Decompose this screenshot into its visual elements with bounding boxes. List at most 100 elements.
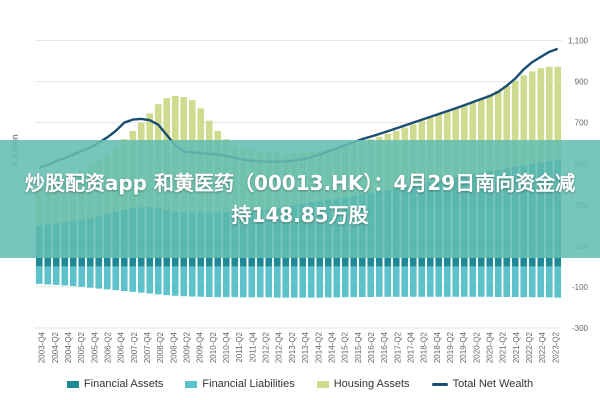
y-tick-label: 700 [575,119,589,128]
y-tick-label: -100 [572,283,589,292]
financial-liabilities-bar [435,266,443,297]
financial-liabilities-bar [401,266,409,297]
x-tick-label: 2007-Q4 [143,331,152,363]
financial-liabilities-bar [171,266,179,296]
y-tick-label: -300 [572,324,589,333]
financial-liabilities-bar [214,266,222,298]
financial-liabilities-bar [316,266,324,298]
financial-liabilities-bar [290,266,298,298]
financial-liabilities-bar [418,266,426,297]
financial-liabilities-bar [426,266,434,297]
x-tick-label: 2013-Q4 [301,331,310,363]
x-tick-label: 2008-Q2 [156,331,165,363]
financial-liabilities-bar [545,266,553,298]
financial-liabilities-bar [528,266,536,298]
x-tick-label: 2009-Q2 [183,331,192,363]
financial-liabilities-bar [231,266,239,298]
chart-legend: Financial Assets Financial Liabilities H… [0,372,600,396]
legend-label-financial-assets: Financial Assets [83,378,164,390]
financial-liabilities-bar [120,266,128,292]
x-tick-label: 2021-Q2 [499,331,508,363]
x-tick-label: 2017-Q4 [406,331,415,363]
legend-label-housing-assets: Housing Assets [333,378,410,390]
x-tick-label: 2015-Q4 [354,331,363,363]
financial-liabilities-bar [256,266,264,298]
x-tick-label: 2005-Q2 [77,331,86,363]
x-tick-label: 2007-Q2 [130,331,139,363]
financial-liabilities-bar [95,266,103,289]
financial-liabilities-bar [112,266,120,291]
financial-liabilities-bar [188,266,196,297]
financial-liabilities-bar [197,266,205,297]
financial-liabilities-bar [61,266,69,286]
x-tick-label: 2005-Q4 [90,331,99,363]
financial-liabilities-bar [299,266,307,298]
financial-liabilities-bar [78,266,86,287]
x-tick-label: 2017-Q2 [393,331,402,363]
financial-liabilities-bar [103,266,111,290]
legend-swatch-financial-liabilities [185,380,198,388]
legend-item-housing-assets: Housing Assets [316,378,410,390]
financial-liabilities-bar [469,266,477,297]
financial-liabilities-bar [154,266,162,295]
y-tick-label: 1,100 [568,37,589,46]
x-tick-label: 2018-Q2 [420,331,429,363]
x-tick-label: 2020-Q2 [472,331,481,363]
financial-liabilities-bar [375,266,383,297]
financial-liabilities-bar [180,266,188,297]
x-tick-label: 2012-Q2 [262,331,271,363]
financial-liabilities-bar [384,266,392,297]
financial-liabilities-bar [443,266,451,297]
x-tick-label: 2022-Q2 [525,331,534,363]
x-tick-label: 2012-Q4 [275,331,284,363]
x-tick-label: 2021-Q4 [512,331,521,363]
financial-liabilities-bar [86,266,94,288]
x-tick-label: 2011-Q4 [248,331,257,362]
financial-liabilities-bar [265,266,273,298]
financial-liabilities-bar [52,266,60,285]
financial-liabilities-bar [460,266,468,297]
financial-liabilities-bar [367,266,375,297]
financial-liabilities-bar [392,266,400,297]
x-tick-label: 2004-Q4 [64,331,73,363]
legend-label-total-net-wealth: Total Net Wealth [452,378,534,390]
x-tick-label: 2016-Q2 [367,331,376,363]
financial-liabilities-bar [494,266,502,297]
financial-liabilities-bar [333,266,341,298]
x-tick-label: 2019-Q4 [459,331,468,363]
x-tick-label: 2006-Q4 [117,331,126,363]
financial-liabilities-bar [282,266,290,298]
financial-liabilities-bar [477,266,485,297]
x-tick-label: 2016-Q4 [380,331,389,363]
legend-swatch-total-net-wealth [431,382,448,386]
financial-liabilities-bar [239,266,247,298]
x-tick-label: 2022-Q4 [538,331,547,363]
x-tick-label: 2010-Q2 [209,331,218,363]
x-tick-label: 2008-Q4 [169,331,178,363]
x-tick-label: 2006-Q2 [103,331,112,363]
financial-liabilities-bar [503,266,511,297]
x-tick-label: 2023-Q2 [551,331,560,363]
financial-liabilities-bar [248,266,256,298]
financial-liabilities-bar [520,266,528,298]
x-tick-label: 2020-Q4 [486,331,495,363]
legend-item-financial-assets: Financial Assets [66,378,164,390]
headline-banner: 炒股配资app 和黄医药（00013.HK）：4月29日南向资金减持148.85… [0,140,600,258]
x-tick-label: 2003-Q4 [38,331,47,363]
financial-liabilities-bar [554,266,562,298]
legend-label-financial-liabilities: Financial Liabilities [202,378,295,390]
financial-liabilities-bar [350,266,358,298]
x-tick-label: 2015-Q2 [341,331,350,363]
financial-liabilities-bar [341,266,349,298]
financial-liabilities-bar [44,266,52,285]
y-tick-label: 900 [575,78,589,87]
financial-liabilities-bar [137,266,145,293]
financial-liabilities-bar [409,266,417,297]
financial-liabilities-bar [205,266,213,297]
x-tick-label: 2013-Q2 [288,331,297,363]
financial-liabilities-bar [324,266,332,298]
financial-liabilities-bar [537,266,545,298]
x-tick-label: 2019-Q2 [446,331,455,363]
financial-liabilities-bar [307,266,315,298]
x-tick-label: 2004-Q2 [51,331,60,363]
